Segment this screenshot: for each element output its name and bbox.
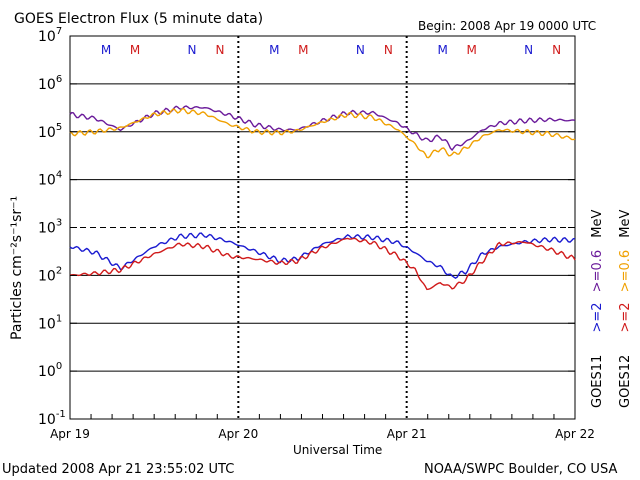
series-line-2 — [69, 232, 576, 280]
marker-m: M — [269, 43, 279, 57]
x-axis-ticks: Apr 19 Apr 20 Apr 21 Apr 22 — [50, 414, 595, 441]
legend-g11-ge06: >=0.6 — [590, 250, 605, 292]
y-tick-exponent: 3 — [56, 218, 62, 229]
marker-m: M — [130, 43, 140, 57]
begin-date: Begin: 2008 Apr 19 0000 UTC — [418, 19, 596, 33]
x-tick-label: Apr 19 — [50, 427, 90, 441]
marker-m: M — [298, 43, 308, 57]
svg-text:GOES12 >=2 >=0.6: GOES12 >=2 >=0.6 MeV — [618, 210, 633, 408]
y-tick-base: 10 — [38, 221, 56, 237]
y-tick-exponent: 6 — [56, 74, 62, 85]
svg-text:GOES11 >=2 >=0.6: GOES11 >=2 >=0.6 MeV — [590, 210, 605, 408]
y-tick-base: 10 — [38, 316, 56, 332]
marker-n: N — [356, 43, 365, 57]
y-tick-base: 10 — [38, 173, 56, 189]
series-line-3 — [69, 237, 576, 291]
y-tick-label: 104 — [38, 170, 62, 189]
data-series — [69, 105, 576, 291]
x-axis-label: Universal Time — [293, 443, 382, 457]
legend-g12-ge06: >=0.6 — [618, 250, 633, 292]
series-line-1 — [69, 107, 576, 159]
y-tick-base: 10 — [38, 412, 56, 428]
credit-text: NOAA/SWPC Boulder, CO USA — [424, 462, 617, 477]
marker-m: M — [101, 43, 111, 57]
legend-goes12: GOES12 >=2 >=0.6 MeV — [618, 210, 633, 408]
y-tick-base: 10 — [38, 29, 56, 45]
y-tick-exponent: 5 — [56, 122, 62, 133]
y-tick-label: 105 — [38, 122, 62, 141]
y-tick-exponent: 2 — [56, 265, 62, 276]
series-line-0 — [69, 105, 576, 152]
y-tick-label: 106 — [38, 74, 62, 93]
y-tick-exponent: 7 — [56, 26, 62, 37]
legend-mev-2: MeV — [618, 210, 633, 238]
y-axis-label: Particles cm⁻²s⁻¹sr⁻¹ — [9, 196, 25, 340]
y-tick-base: 10 — [38, 268, 56, 284]
y-tick-base: 10 — [38, 125, 56, 141]
y-tick-exponent: -1 — [56, 409, 66, 420]
legend-goes11-label: GOES11 — [590, 355, 605, 408]
y-tick-label: 102 — [38, 265, 62, 284]
horizontal-gridlines — [70, 83, 575, 372]
x-tick-label: Apr 20 — [218, 427, 258, 441]
legend-mev-1: MeV — [590, 210, 605, 238]
marker-n: N — [524, 43, 533, 57]
marker-m: M — [466, 43, 476, 57]
legend-goes12-label: GOES12 — [618, 355, 633, 408]
x-tick-label: Apr 22 — [555, 427, 595, 441]
y-tick-base: 10 — [38, 77, 56, 93]
y-tick-label: 101 — [38, 313, 62, 332]
legend-g12-ge2: >=2 — [618, 302, 633, 332]
day-separator-lines — [237, 36, 408, 419]
marker-n: N — [384, 43, 393, 57]
y-tick-label: 100 — [38, 361, 62, 380]
chart-title: GOES Electron Flux (5 minute data) — [14, 11, 263, 27]
y-tick-label: 10-1 — [38, 409, 66, 428]
y-tick-label: 103 — [38, 218, 62, 237]
x-tick-label: Apr 21 — [387, 427, 427, 441]
marker-n: N — [216, 43, 225, 57]
y-tick-base: 10 — [38, 364, 56, 380]
marker-m: M — [437, 43, 447, 57]
legend-g11-ge2: >=2 — [590, 302, 605, 332]
legend-goes11: GOES11 >=2 >=0.6 MeV — [590, 210, 605, 408]
updated-timestamp: Updated 2008 Apr 21 23:55:02 UTC — [2, 462, 234, 477]
y-tick-exponent: 4 — [56, 170, 62, 181]
y-tick-exponent: 1 — [56, 313, 62, 324]
y-tick-label: 107 — [38, 26, 62, 45]
marker-n: N — [552, 43, 561, 57]
y-tick-exponent: 0 — [56, 361, 62, 372]
marker-n: N — [188, 43, 197, 57]
